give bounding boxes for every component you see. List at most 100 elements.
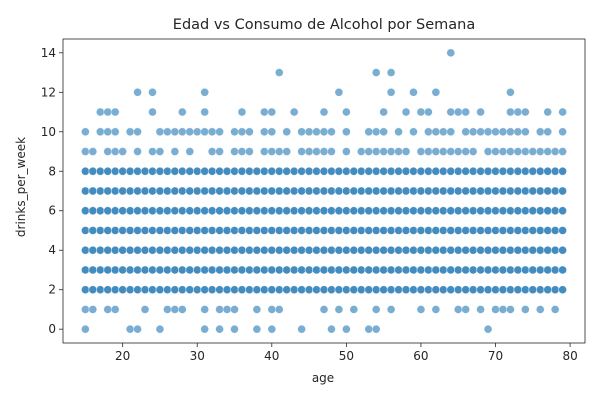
data-point: [230, 147, 239, 156]
data-point: [453, 107, 463, 117]
data-point: [95, 245, 105, 255]
data-point: [409, 166, 418, 176]
x-tick-label: 20: [115, 349, 130, 363]
data-point: [498, 127, 508, 137]
data-point: [304, 226, 314, 235]
data-point: [148, 206, 157, 216]
data-point: [304, 245, 314, 255]
data-point: [304, 166, 314, 176]
data-point: [185, 265, 195, 275]
data-point: [364, 186, 374, 196]
data-point: [155, 324, 165, 334]
data-point: [185, 166, 195, 176]
data-point: [453, 186, 463, 196]
data-point: [267, 127, 277, 137]
data-point: [178, 107, 187, 117]
data-point: [506, 127, 515, 137]
data-point: [319, 265, 329, 275]
data-point: [379, 127, 388, 137]
data-point: [81, 265, 90, 275]
data-point: [237, 127, 247, 137]
data-point: [476, 226, 485, 235]
data-point: [356, 147, 366, 156]
y-axis-label: drinks_per_week: [14, 137, 28, 237]
data-point: [297, 127, 306, 137]
data-point: [550, 186, 560, 196]
data-point: [535, 166, 545, 176]
data-point: [125, 127, 135, 137]
data-point: [304, 147, 314, 156]
data-point: [185, 147, 195, 156]
data-point: [431, 186, 441, 196]
data-point: [289, 206, 299, 216]
data-point: [274, 206, 284, 216]
data-point: [148, 186, 157, 196]
data-point: [543, 285, 553, 295]
data-point: [476, 206, 485, 216]
data-point: [192, 186, 202, 196]
data-point: [230, 285, 239, 295]
data-point: [558, 285, 567, 295]
data-point: [237, 245, 247, 255]
data-point: [237, 206, 247, 216]
data-point: [222, 245, 232, 255]
y-tick-label: 12: [41, 85, 56, 99]
data-point: [483, 127, 493, 137]
data-point: [446, 206, 456, 216]
data-point: [498, 245, 508, 255]
data-point: [379, 186, 388, 196]
data-point: [476, 305, 485, 314]
data-point: [312, 186, 321, 196]
data-point: [192, 127, 202, 137]
data-point: [185, 127, 195, 137]
data-point: [334, 186, 344, 196]
data-point: [133, 324, 142, 334]
data-point: [178, 127, 187, 137]
data-point: [118, 166, 127, 176]
data-point: [289, 285, 299, 295]
data-point: [222, 186, 232, 196]
data-point: [439, 166, 448, 176]
data-point: [349, 285, 359, 295]
data-point: [461, 147, 470, 156]
data-point: [342, 147, 351, 156]
data-point: [483, 186, 493, 196]
data-point: [543, 206, 553, 216]
data-point: [409, 226, 418, 235]
data-point: [446, 245, 456, 255]
data-point: [483, 166, 493, 176]
y-tick-label: 6: [48, 204, 56, 218]
data-point: [506, 186, 515, 196]
data-point: [468, 285, 478, 295]
data-point: [88, 245, 98, 255]
data-point: [110, 305, 120, 314]
data-point: [81, 127, 90, 137]
data-point: [334, 285, 344, 295]
data-point: [535, 186, 545, 196]
data-point: [125, 186, 135, 196]
data-point: [513, 226, 523, 235]
data-point: [95, 107, 105, 117]
data-point: [446, 147, 456, 156]
data-point: [476, 107, 485, 117]
data-point: [163, 127, 172, 137]
data-point: [513, 107, 523, 117]
data-point: [230, 166, 239, 176]
data-point: [200, 265, 209, 275]
data-point: [476, 127, 485, 137]
data-point: [521, 245, 530, 255]
data-point: [140, 265, 150, 275]
data-point: [446, 48, 456, 58]
data-point: [491, 226, 500, 235]
data-point: [416, 147, 426, 156]
data-point: [431, 88, 441, 97]
data-point: [543, 186, 553, 196]
data-point: [163, 226, 172, 235]
data-point: [282, 127, 292, 137]
data-point: [81, 147, 90, 156]
data-point: [200, 206, 209, 216]
data-point: [125, 245, 135, 255]
data-point: [170, 186, 180, 196]
data-point: [446, 285, 456, 295]
data-point: [222, 305, 232, 314]
